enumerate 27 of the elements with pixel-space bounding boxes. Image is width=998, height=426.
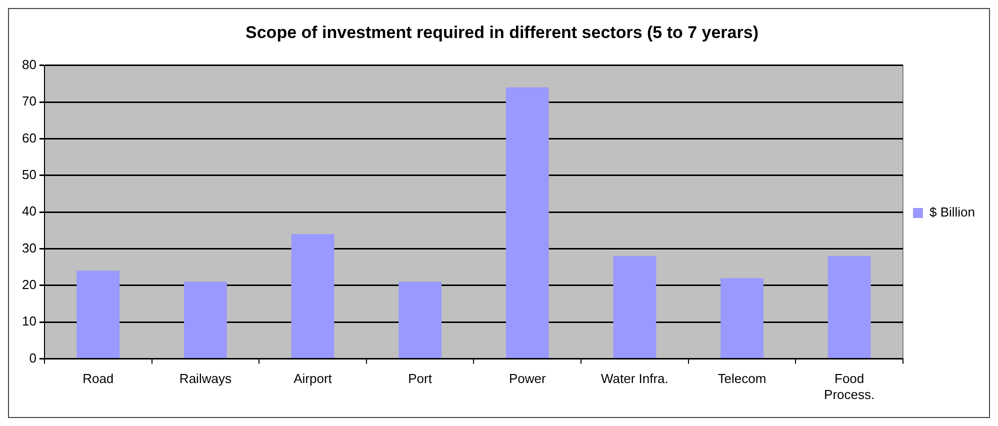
y-tick-label: 40 [22, 204, 36, 219]
x-tick-label: Port [408, 371, 432, 386]
chart-title: Scope of investment required in different sectors (5 to 7 yerars) [246, 22, 758, 42]
y-tick-label: 50 [22, 167, 36, 182]
y-tick-label: 10 [22, 314, 36, 329]
y-tick-label: 70 [22, 94, 36, 109]
x-tick-label: Telecom [718, 371, 766, 386]
y-tick-label: 80 [22, 56, 36, 72]
x-tick-label: Power [508, 371, 546, 386]
bar [506, 87, 549, 358]
legend-label: $ Billion [929, 204, 976, 220]
y-tick-label: 20 [22, 277, 36, 292]
y-tick-label: 30 [22, 240, 36, 256]
x-tick-label: Road [82, 371, 114, 386]
bar [184, 282, 227, 358]
bar [613, 256, 656, 358]
bar [720, 278, 764, 358]
x-tick-label: Railways [179, 371, 232, 386]
bar [828, 256, 871, 358]
bar [398, 282, 442, 358]
bar [76, 270, 120, 358]
x-tick-label: Food Process. [824, 371, 875, 402]
y-tick-label: 0 [29, 350, 36, 366]
y-tick-label: 60 [22, 130, 36, 146]
bar [291, 234, 334, 358]
x-tick-label: Airport [294, 371, 332, 386]
x-tick-label: Water Infra. [600, 371, 668, 386]
